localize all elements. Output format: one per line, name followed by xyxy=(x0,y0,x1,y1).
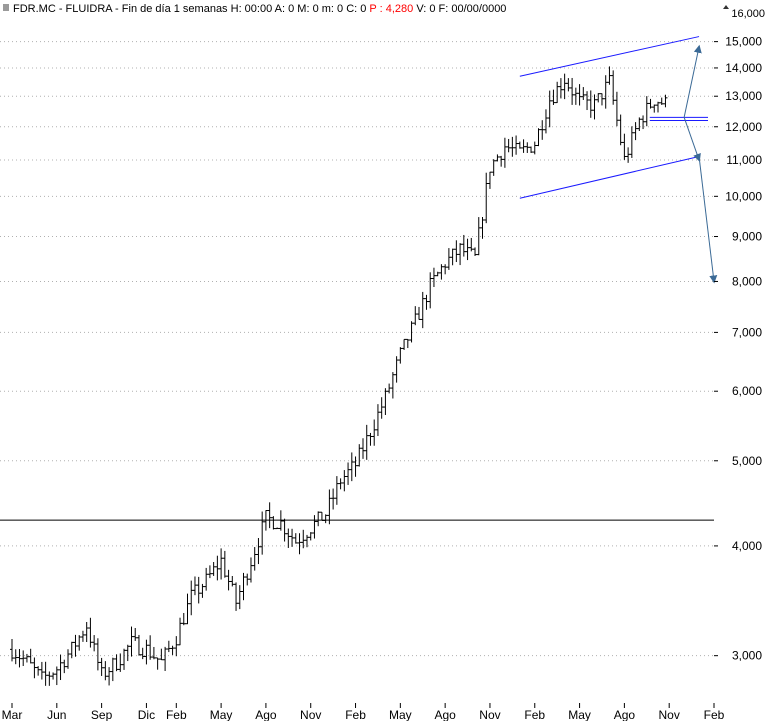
price-bars xyxy=(10,66,668,686)
y-tick-label: 6,000 xyxy=(732,384,762,398)
x-tick-label: Feb xyxy=(345,708,366,721)
channel-lower-line xyxy=(519,156,700,199)
x-tick-label: Mar xyxy=(2,708,23,721)
y-tick-label: 11,000 xyxy=(726,153,762,167)
x-tick-label: Feb xyxy=(704,708,725,721)
y-tick-label: 4,000 xyxy=(732,539,762,553)
window-icon xyxy=(3,4,9,11)
scroll-up-icon[interactable] xyxy=(723,5,729,9)
header-field-4: C: 0 xyxy=(343,3,366,15)
y-tick-label: 3,000 xyxy=(732,649,762,663)
projection-arrow-2 xyxy=(698,156,718,284)
symbol-title: FDR.MC - FLUIDRA - Fin de día 1 semanas xyxy=(13,3,228,15)
y-tick-label: 8,000 xyxy=(732,274,762,288)
header-field-0: H: 00:00 xyxy=(228,3,273,15)
x-tick-label: May xyxy=(568,708,591,721)
x-tick-label: Dic xyxy=(138,708,155,721)
y-axis: 3,000 4,000 5,000 6,000 7,000 8,000 9,000 10,00… xyxy=(714,35,762,663)
horizontal-levels xyxy=(0,116,714,521)
x-tick-label: Jun xyxy=(47,708,66,721)
x-tick-label: Feb xyxy=(166,708,187,721)
y-tick-label: 10,000 xyxy=(725,189,762,203)
x-tick-label: May xyxy=(389,708,412,721)
x-tick-label: May xyxy=(210,708,233,721)
header-bar: FDR.MC - FLUIDRA - Fin de día 1 semanas … xyxy=(0,0,768,20)
x-axis: Mar Jun Sep Dic Feb May Ago Nov Feb May Ago Nov Feb M… xyxy=(2,703,725,721)
chart-header-text: FDR.MC - FLUIDRA - Fin de día 1 semanas … xyxy=(13,3,506,15)
x-tick-label: Ago xyxy=(434,708,456,721)
y-tick-label: 12,000 xyxy=(725,120,762,134)
x-tick-label: Ago xyxy=(614,708,636,721)
trend-drawings xyxy=(519,36,718,284)
x-tick-label: Feb xyxy=(524,708,545,721)
channel-upper-line xyxy=(519,36,700,77)
corner-price-label: 16,000 xyxy=(731,8,765,20)
y-tick-label: 13,000 xyxy=(725,89,762,103)
header-field-6: V: 0 xyxy=(413,3,435,15)
projection-arrow-1 xyxy=(683,117,701,162)
y-tick-label: 15,000 xyxy=(725,35,762,49)
x-tick-label: Nov xyxy=(300,708,321,721)
grid-lines xyxy=(0,41,714,657)
header-field-7: F: 00/00/0000 xyxy=(435,3,506,15)
y-tick-label: 14,000 xyxy=(725,61,762,75)
header-field-2: M: 0 xyxy=(294,3,318,15)
x-tick-label: Nov xyxy=(659,708,680,721)
header-field-5: P : 4,280 xyxy=(366,3,413,15)
projection-arrow-0 xyxy=(683,44,702,118)
y-tick-label: 5,000 xyxy=(732,454,762,468)
x-tick-label: Ago xyxy=(255,708,277,721)
y-tick-label: 7,000 xyxy=(732,325,762,339)
y-tick-label: 9,000 xyxy=(732,230,762,244)
header-field-3: m: 0 xyxy=(319,3,343,15)
x-tick-label: Nov xyxy=(479,708,500,721)
header-field-1: A: 0 xyxy=(272,3,294,15)
x-tick-label: Sep xyxy=(91,708,113,721)
